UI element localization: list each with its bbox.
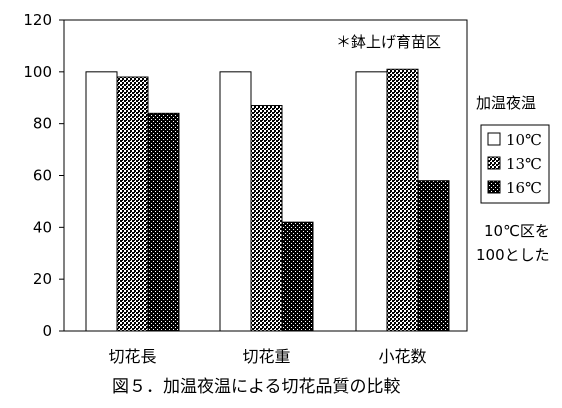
- bar-2-2: [417, 180, 450, 332]
- y-axis: 0 20 40 60 80 100 120: [23, 11, 64, 340]
- bars: [85, 68, 450, 332]
- bar-2-1: [386, 68, 419, 332]
- x-category-label: 切花長: [108, 347, 156, 366]
- x-category-label: 小花数: [378, 347, 426, 366]
- y-tick-label: 20: [33, 270, 52, 288]
- y-tick-label: 40: [33, 218, 52, 236]
- legend-label-0: 10℃: [506, 131, 542, 149]
- bar-2-0: [355, 71, 388, 332]
- annotation-text: ＊鉢上げ育苗区: [336, 33, 441, 51]
- y-tick-label: 60: [33, 167, 52, 185]
- legend-swatch-2: [487, 180, 501, 194]
- bar-0-0: [85, 71, 118, 332]
- bar-1-0: [219, 71, 252, 332]
- bar-0-2: [147, 112, 180, 332]
- bar-1-2: [281, 221, 314, 332]
- x-axis: 切花長 切花重 小花数: [108, 347, 426, 366]
- y-tick-label: 80: [33, 115, 52, 133]
- figure-caption: 図５．加温夜温による切花品質の比較: [112, 377, 401, 397]
- bar-1-1: [250, 105, 283, 332]
- legend-swatch-0: [487, 132, 501, 146]
- legend-title: 加温夜温: [476, 94, 536, 112]
- legend-label-2: 16℃: [506, 179, 542, 197]
- note-line-1: 10℃区を: [484, 222, 550, 240]
- legend-frame: [480, 124, 550, 204]
- y-tick-label: 0: [42, 322, 52, 340]
- legend-swatch-1: [487, 156, 501, 170]
- note-line-2: 100とした: [476, 246, 550, 264]
- y-tick-label: 120: [23, 11, 52, 29]
- legend: 10℃ 13℃ 16℃: [480, 124, 550, 204]
- bar-0-1: [116, 76, 149, 332]
- legend-label-1: 13℃: [506, 155, 542, 173]
- x-category-label: 切花重: [242, 347, 290, 366]
- y-tick-label: 100: [23, 63, 52, 81]
